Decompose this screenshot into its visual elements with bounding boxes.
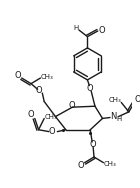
Text: CH₃: CH₃ (108, 97, 121, 103)
Text: N: N (111, 112, 117, 121)
Text: CH₃: CH₃ (44, 114, 57, 120)
Text: CH₃: CH₃ (41, 74, 53, 80)
Text: O: O (48, 127, 55, 136)
Text: H: H (117, 116, 122, 122)
Text: O: O (15, 71, 21, 80)
Text: O: O (68, 101, 75, 110)
Text: O: O (78, 161, 84, 170)
Text: O: O (135, 95, 140, 104)
Text: O: O (90, 140, 96, 149)
Text: O: O (98, 26, 105, 35)
Text: O: O (87, 84, 94, 93)
Text: CH₃: CH₃ (104, 161, 116, 167)
Text: O: O (35, 86, 42, 95)
Text: O: O (28, 110, 34, 119)
Text: H: H (74, 25, 79, 31)
